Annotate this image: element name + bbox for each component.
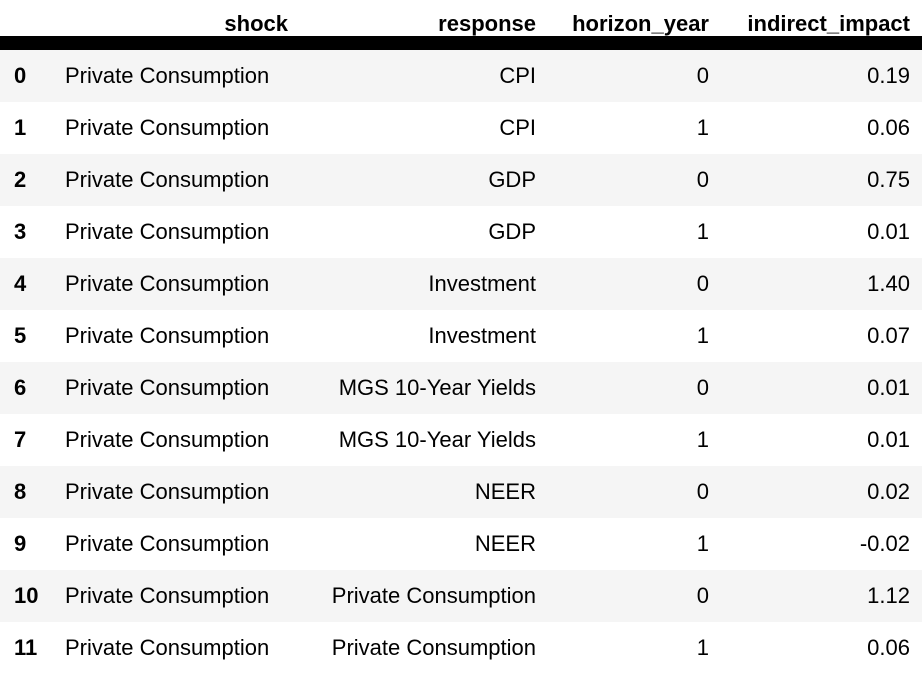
cell-horizon-year: 0	[696, 583, 709, 608]
table-row: 6 Private Consumption MGS 10-Year Yields 0 0…	[0, 362, 922, 414]
cell-indirect-impact: 0.06	[867, 115, 910, 140]
cell-indirect-impact: 0.01	[867, 219, 910, 244]
cell-horizon-year: 1	[696, 323, 709, 348]
index-column-header	[0, 0, 50, 36]
table-row: 0 Private Consumption CPI 0 0.19	[0, 50, 922, 102]
row-index: 6	[14, 375, 27, 400]
table-row: 9 Private Consumption NEER 1 -0.02	[0, 518, 922, 570]
table-row: 3 Private Consumption GDP 1 0.01	[0, 206, 922, 258]
cell-horizon-year: 1	[696, 531, 709, 556]
cell-response: NEER	[474, 531, 536, 556]
row-index: 8	[14, 479, 27, 504]
cell-indirect-impact: 1.40	[867, 271, 910, 296]
cell-shock: Private Consumption	[65, 167, 270, 192]
row-index: 10	[14, 583, 39, 608]
cell-horizon-year: 0	[696, 63, 709, 88]
cell-response: Investment	[428, 271, 536, 296]
row-index: 0	[14, 63, 27, 88]
cell-response: Private Consumption	[331, 583, 536, 608]
table-row: 8 Private Consumption NEER 0 0.02	[0, 466, 922, 518]
cell-horizon-year: 1	[696, 115, 709, 140]
cell-response: Investment	[428, 323, 536, 348]
cell-horizon-year: 0	[696, 167, 709, 192]
cell-shock: Private Consumption	[65, 115, 270, 140]
cell-indirect-impact: 0.07	[867, 323, 910, 348]
table-row: 10 Private Consumption Private Consumption…	[0, 570, 922, 622]
cell-horizon-year: 0	[696, 375, 709, 400]
cell-response: GDP	[488, 167, 536, 192]
cell-shock: Private Consumption	[65, 635, 270, 660]
cell-response: CPI	[499, 63, 536, 88]
cell-shock: Private Consumption	[65, 219, 270, 244]
header-divider-bar	[0, 36, 922, 50]
cell-horizon-year: 1	[696, 427, 709, 452]
cell-shock: Private Consumption	[65, 271, 270, 296]
row-index: 4	[14, 271, 27, 296]
row-index: 3	[14, 219, 27, 244]
header-divider	[0, 36, 922, 50]
table-row: 4 Private Consumption Investment 0 1.40	[0, 258, 922, 310]
table-header: shock response horizon_year indirect_imp…	[0, 0, 922, 50]
cell-indirect-impact: 1.12	[867, 583, 910, 608]
cell-response: NEER	[474, 479, 536, 504]
cell-shock: Private Consumption	[65, 63, 270, 88]
cell-response: Private Consumption	[331, 635, 536, 660]
row-index: 9	[14, 531, 27, 556]
column-header-horizon-year: horizon_year	[572, 11, 709, 36]
cell-indirect-impact: 0.19	[867, 63, 910, 88]
header-row: shock response horizon_year indirect_imp…	[0, 0, 922, 36]
table-row: 2 Private Consumption GDP 0 0.75	[0, 154, 922, 206]
table-body: 0 Private Consumption CPI 0 0.19 1 Private Con…	[0, 50, 922, 674]
cell-horizon-year: 1	[696, 635, 709, 660]
row-index: 1	[14, 115, 27, 140]
row-index: 5	[14, 323, 27, 348]
column-header-indirect-impact: indirect_impact	[747, 11, 910, 36]
cell-shock: Private Consumption	[65, 583, 270, 608]
cell-horizon-year: 0	[696, 479, 709, 504]
cell-indirect-impact: 0.06	[867, 635, 910, 660]
cell-response: CPI	[499, 115, 536, 140]
cell-horizon-year: 1	[696, 219, 709, 244]
cell-shock: Private Consumption	[65, 427, 270, 452]
row-index: 11	[14, 635, 38, 660]
cell-indirect-impact: -0.02	[859, 531, 910, 556]
cell-shock: Private Consumption	[65, 323, 270, 348]
cell-response: MGS 10-Year Yields	[338, 427, 536, 452]
column-header-shock: shock	[224, 11, 288, 36]
cell-horizon-year: 0	[696, 271, 709, 296]
table-row: 1 Private Consumption CPI 1 0.06	[0, 102, 922, 154]
table-row: 5 Private Consumption Investment 1 0.07	[0, 310, 922, 362]
table-row: 11 Private Consumption Private Consumption…	[0, 622, 922, 674]
table-row: 7 Private Consumption MGS 10-Year Yields 1 0…	[0, 414, 922, 466]
cell-shock: Private Consumption	[65, 375, 270, 400]
column-header-response: response	[438, 11, 536, 36]
cell-shock: Private Consumption	[65, 479, 270, 504]
row-index: 2	[14, 167, 27, 192]
cell-shock: Private Consumption	[65, 531, 270, 556]
cell-indirect-impact: 0.02	[867, 479, 910, 504]
row-index: 7	[14, 427, 27, 452]
cell-response: GDP	[488, 219, 536, 244]
cell-indirect-impact: 0.75	[867, 167, 910, 192]
cell-response: MGS 10-Year Yields	[338, 375, 536, 400]
cell-indirect-impact: 0.01	[867, 375, 910, 400]
cell-indirect-impact: 0.01	[867, 427, 910, 452]
